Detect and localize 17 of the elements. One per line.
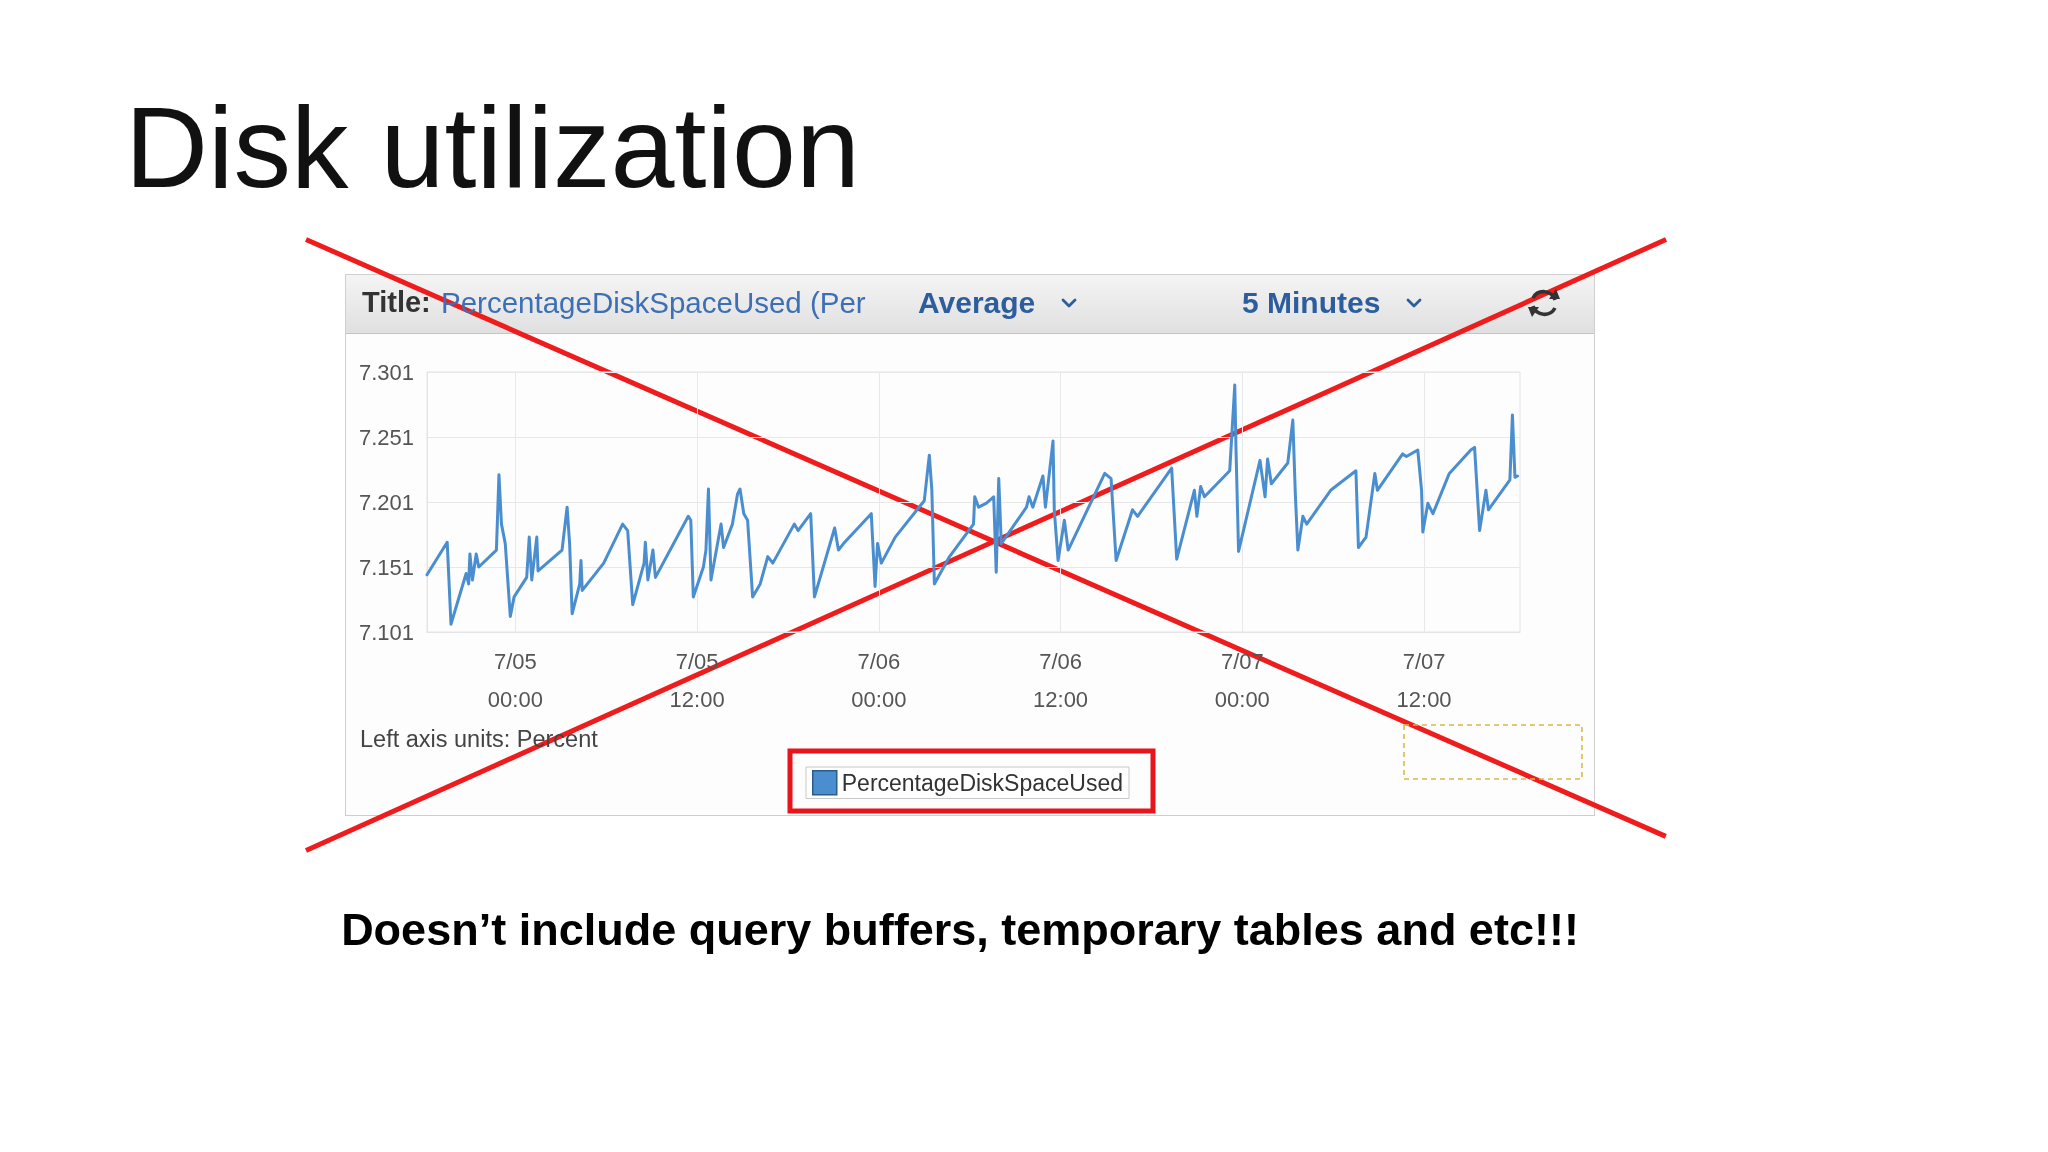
y-tick-label: 7.101	[358, 619, 414, 645]
y-tick-label: 7.301	[358, 359, 414, 385]
text: Doesn’t include query buffers, temporary tables and etc!!!	[341, 904, 1579, 956]
x-tick-label: 7/07 12:00	[1396, 648, 1452, 712]
x-tick-label: 7/06 12:00	[1033, 648, 1089, 712]
legend-label: PercentageDiskSpaceUsed	[841, 769, 1124, 796]
x-tick-label: 7/05 00:00	[487, 648, 543, 712]
text: Title:	[362, 286, 431, 320]
y-tick-label: 7.151	[358, 554, 414, 580]
text: 5 Minutes	[1242, 285, 1381, 321]
x-tick-label: 7/05 12:00	[669, 648, 725, 712]
y-tick-label: 7.201	[358, 489, 414, 515]
x-tick-label: 7/07 00:00	[1214, 648, 1270, 712]
text: Average	[918, 285, 1036, 321]
chart-title: Disk utilization	[125, 83, 860, 211]
x-tick-label: 7/06 00:00	[851, 648, 907, 712]
y-tick-label: 7.251	[358, 424, 414, 450]
